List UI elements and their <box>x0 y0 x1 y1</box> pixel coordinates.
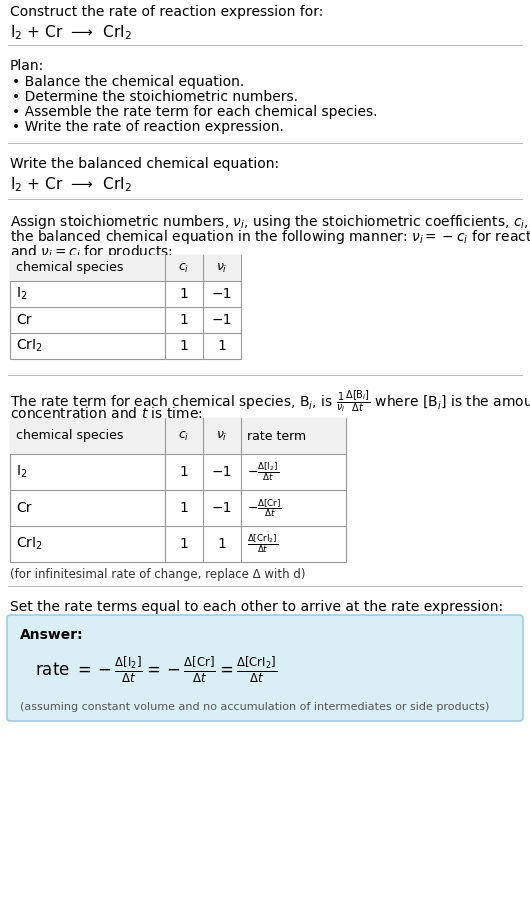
Text: Set the rate terms equal to each other to arrive at the rate expression:: Set the rate terms equal to each other t… <box>10 600 503 614</box>
Text: • Assemble the rate term for each chemical species.: • Assemble the rate term for each chemic… <box>12 105 377 119</box>
Text: rate term: rate term <box>247 429 306 442</box>
Bar <box>10 418 346 454</box>
Text: 1: 1 <box>180 501 189 515</box>
Text: I$_2$ + Cr  ⟶  CrI$_2$: I$_2$ + Cr ⟶ CrI$_2$ <box>10 175 132 193</box>
Text: Construct the rate of reaction expression for:: Construct the rate of reaction expressio… <box>10 5 323 19</box>
Text: I$_2$ + Cr  ⟶  CrI$_2$: I$_2$ + Cr ⟶ CrI$_2$ <box>10 23 132 42</box>
Text: $c_i$: $c_i$ <box>179 262 190 274</box>
Text: CrI$_2$: CrI$_2$ <box>16 536 43 552</box>
Text: • Write the rate of reaction expression.: • Write the rate of reaction expression. <box>12 120 284 134</box>
Text: the balanced chemical equation in the following manner: $\nu_i = -c_i$ for react: the balanced chemical equation in the fo… <box>10 228 530 246</box>
Text: Cr: Cr <box>16 501 31 515</box>
Text: • Balance the chemical equation.: • Balance the chemical equation. <box>12 75 244 89</box>
Text: Cr: Cr <box>16 313 31 327</box>
Text: $\frac{\Delta[\mathrm{CrI_2}]}{\Delta t}$: $\frac{\Delta[\mathrm{CrI_2}]}{\Delta t}… <box>247 533 278 556</box>
Text: $-\frac{\Delta[\mathrm{Cr}]}{\Delta t}$: $-\frac{\Delta[\mathrm{Cr}]}{\Delta t}$ <box>247 497 282 519</box>
Text: −1: −1 <box>212 287 232 301</box>
Text: 1: 1 <box>217 339 226 353</box>
Text: concentration and $t$ is time:: concentration and $t$ is time: <box>10 406 202 421</box>
Text: Answer:: Answer: <box>20 628 84 642</box>
Text: I$_2$: I$_2$ <box>16 286 28 302</box>
Text: −1: −1 <box>212 465 232 479</box>
Bar <box>10 255 241 281</box>
Text: $\nu_i$: $\nu_i$ <box>216 262 228 274</box>
Text: 1: 1 <box>180 313 189 327</box>
Text: CrI$_2$: CrI$_2$ <box>16 338 43 354</box>
Text: −1: −1 <box>212 501 232 515</box>
Text: The rate term for each chemical species, B$_i$, is $\frac{1}{\nu_i}\frac{\Delta[: The rate term for each chemical species,… <box>10 389 530 415</box>
Bar <box>10 255 241 359</box>
Text: • Determine the stoichiometric numbers.: • Determine the stoichiometric numbers. <box>12 90 298 104</box>
Text: $-\frac{\Delta[\mathrm{I_2}]}{\Delta t}$: $-\frac{\Delta[\mathrm{I_2}]}{\Delta t}$ <box>247 460 279 483</box>
Text: 1: 1 <box>180 287 189 301</box>
Text: $\nu_i$: $\nu_i$ <box>216 429 228 442</box>
Text: rate $= -\frac{\Delta[\mathrm{I_2}]}{\Delta t} = -\frac{\Delta[\mathrm{Cr}]}{\De: rate $= -\frac{\Delta[\mathrm{I_2}]}{\De… <box>35 655 277 686</box>
Text: Write the balanced chemical equation:: Write the balanced chemical equation: <box>10 157 279 171</box>
Text: 1: 1 <box>217 537 226 551</box>
Text: and $\nu_i = c_i$ for products:: and $\nu_i = c_i$ for products: <box>10 243 173 261</box>
Text: chemical species: chemical species <box>16 429 123 442</box>
Text: Plan:: Plan: <box>10 59 44 73</box>
Text: 1: 1 <box>180 537 189 551</box>
Text: 1: 1 <box>180 339 189 353</box>
Text: −1: −1 <box>212 313 232 327</box>
Text: (for infinitesimal rate of change, replace Δ with d): (for infinitesimal rate of change, repla… <box>10 568 305 581</box>
Text: I$_2$: I$_2$ <box>16 464 28 480</box>
Text: 1: 1 <box>180 465 189 479</box>
Text: (assuming constant volume and no accumulation of intermediates or side products): (assuming constant volume and no accumul… <box>20 702 489 712</box>
Text: Assign stoichiometric numbers, $\nu_i$, using the stoichiometric coefficients, $: Assign stoichiometric numbers, $\nu_i$, … <box>10 213 530 231</box>
Text: $c_i$: $c_i$ <box>179 429 190 442</box>
FancyBboxPatch shape <box>7 615 523 721</box>
Bar <box>10 418 346 562</box>
Text: chemical species: chemical species <box>16 262 123 274</box>
